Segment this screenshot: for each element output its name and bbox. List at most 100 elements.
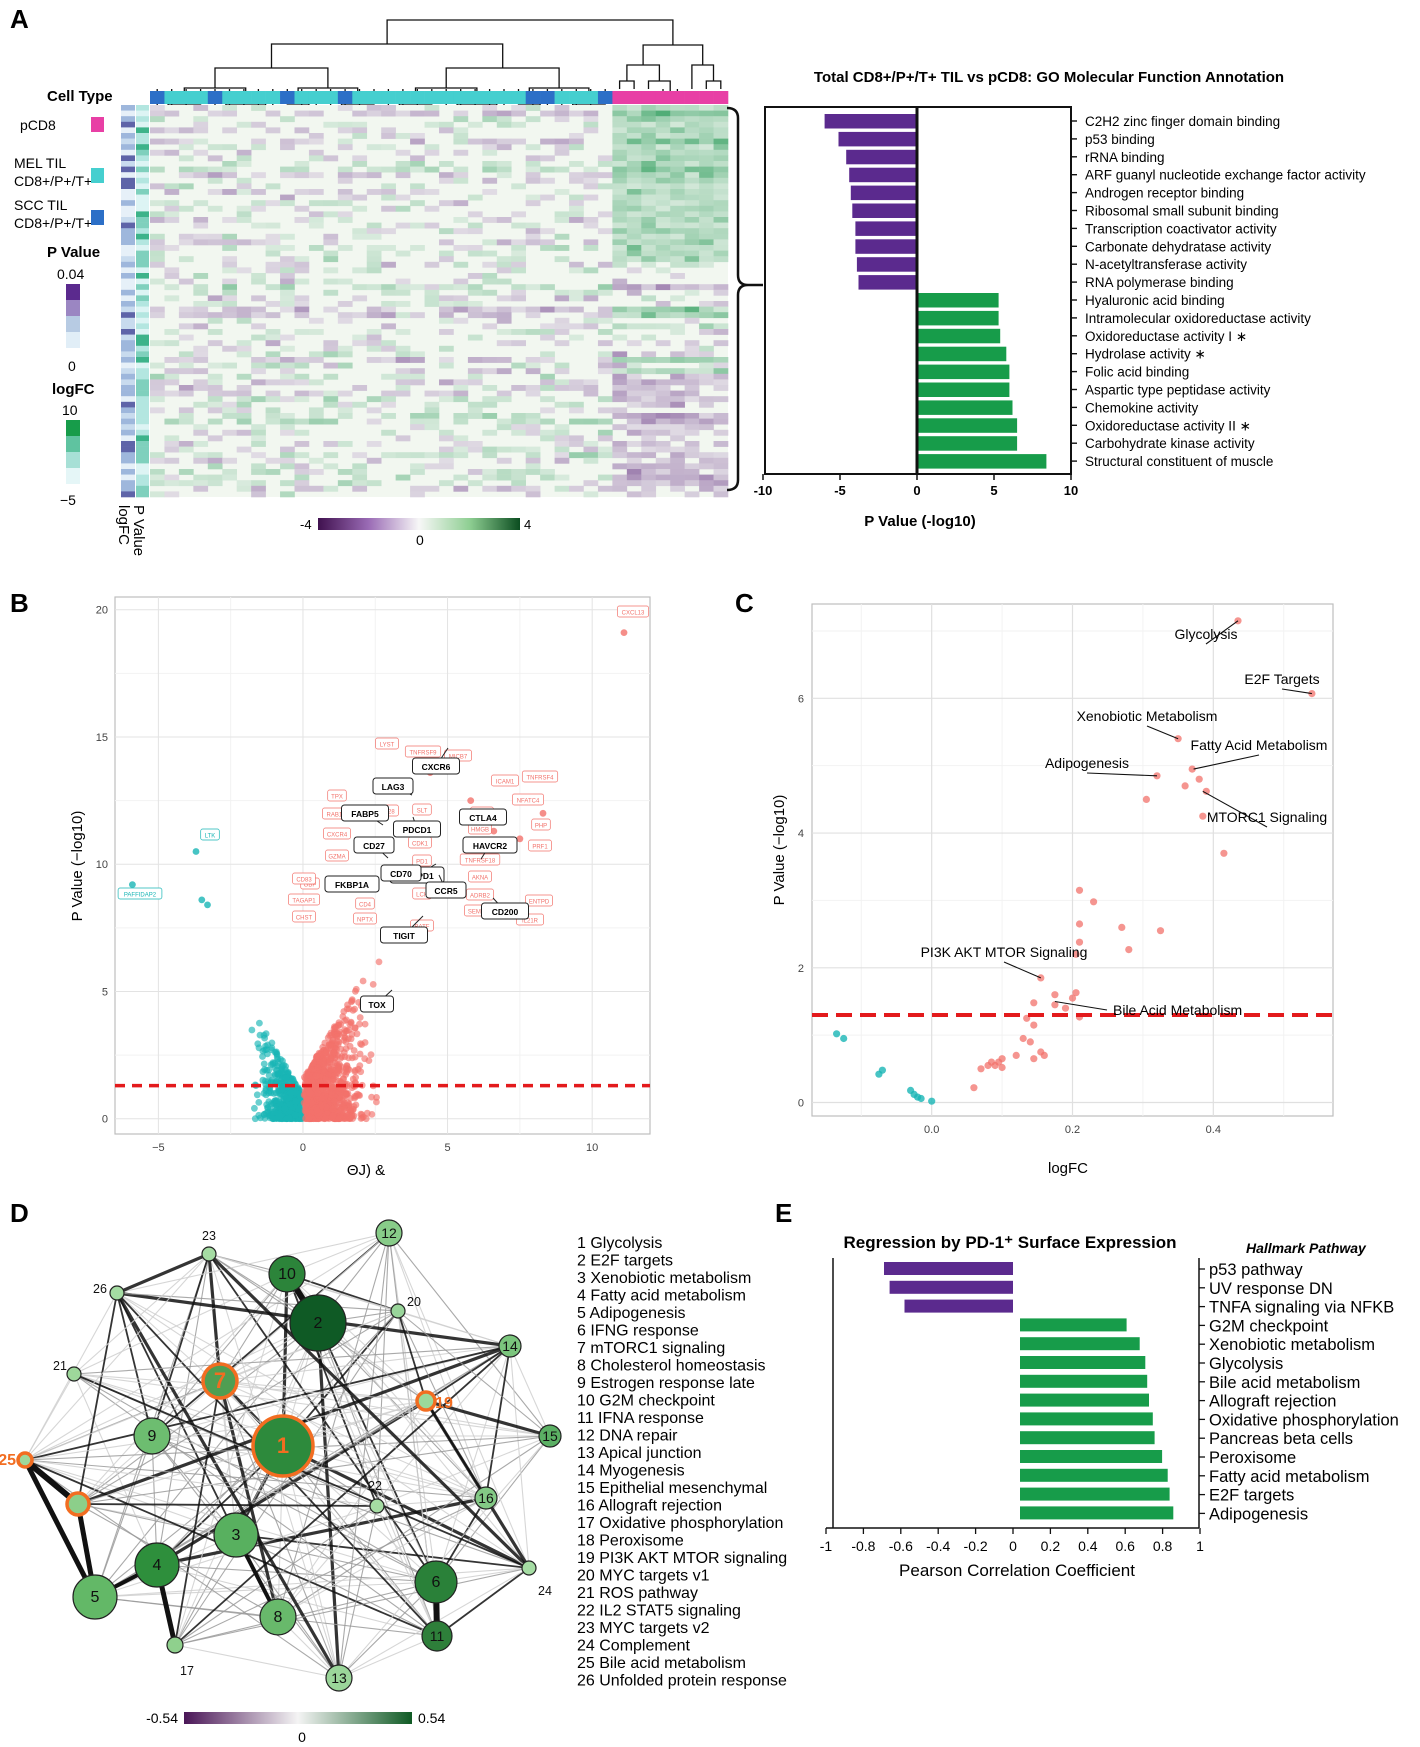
heatmap-cell bbox=[525, 452, 541, 459]
heatmap-cell bbox=[453, 228, 469, 235]
heatmap-cell bbox=[511, 261, 526, 268]
go-category-label: Carbonate dehydratase activity bbox=[1085, 239, 1271, 254]
heatmap-cell bbox=[713, 256, 729, 263]
volcano-point bbox=[349, 1106, 357, 1114]
regression-x-tick-label: 1 bbox=[1196, 1538, 1204, 1554]
network-node bbox=[521, 1560, 537, 1576]
heatmap-cell bbox=[713, 429, 729, 436]
volcano-x-tick-label: 5 bbox=[445, 1142, 451, 1154]
network-edge bbox=[282, 1445, 438, 1637]
hallmark-x-tick-label: 0.2 bbox=[1065, 1124, 1080, 1136]
heatmap-cell bbox=[178, 239, 194, 246]
volcano-gene-label: GZMA bbox=[328, 855, 345, 861]
heatmap-cell bbox=[655, 245, 671, 251]
heatmap-cell bbox=[641, 166, 657, 173]
heatmap-scale-min: -4 bbox=[300, 517, 312, 532]
pvalue-side-cell bbox=[121, 172, 135, 179]
heatmap-cell bbox=[207, 172, 223, 179]
heatmap-cell bbox=[554, 138, 570, 145]
volcano-point bbox=[270, 1108, 278, 1116]
heatmap-cell bbox=[684, 177, 700, 184]
go-bar bbox=[838, 131, 917, 147]
pvalue-side-cell bbox=[121, 446, 135, 453]
heatmap-cell bbox=[366, 345, 382, 352]
logfc-side-cell bbox=[136, 121, 149, 128]
network-legend-item: 14 Myogenesis bbox=[577, 1463, 685, 1480]
network-edge bbox=[151, 1435, 487, 1499]
heatmap-cell bbox=[410, 424, 425, 431]
volcano-gene-box bbox=[200, 828, 220, 841]
heatmap-cell bbox=[569, 194, 584, 201]
heatmap-cell bbox=[626, 121, 642, 128]
volcano-gene-box bbox=[292, 872, 316, 885]
heatmap-cell bbox=[207, 373, 223, 380]
network-edge bbox=[73, 1273, 288, 1375]
logfc-side-cell bbox=[136, 463, 149, 470]
volcano-point bbox=[313, 1053, 321, 1060]
heatmap-cell bbox=[381, 413, 396, 419]
heatmap-cell bbox=[655, 469, 671, 475]
volcano-key-gene-box bbox=[459, 808, 507, 826]
heatmap-cell bbox=[612, 480, 628, 487]
volcano-key-gene-box bbox=[360, 995, 394, 1013]
heatmap-cell bbox=[280, 233, 295, 240]
heatmap-cell bbox=[655, 194, 671, 201]
volcano-point bbox=[256, 1019, 263, 1027]
heatmap-cell bbox=[670, 144, 685, 151]
heatmap-cell bbox=[323, 401, 339, 408]
heatmap-cell bbox=[713, 463, 729, 470]
heatmap-cell bbox=[193, 424, 209, 431]
heatmap-cell bbox=[670, 177, 685, 184]
heatmap-cell bbox=[612, 256, 628, 263]
heatmap-cell bbox=[381, 452, 396, 459]
heatmap-cell bbox=[655, 172, 671, 179]
panel-label-d: D bbox=[10, 1198, 29, 1228]
heatmap-cell bbox=[352, 228, 368, 235]
heatmap-cell bbox=[655, 116, 671, 123]
volcano-point bbox=[263, 1066, 271, 1074]
volcano-gene-box bbox=[353, 912, 377, 925]
heatmap-cell bbox=[366, 144, 382, 151]
network-edge bbox=[151, 1273, 288, 1437]
volcano-gene-label: CDK1 bbox=[412, 842, 429, 848]
heatmap-cell bbox=[655, 189, 671, 195]
heatmap-cell bbox=[150, 379, 165, 386]
heatmap-cell bbox=[670, 424, 685, 431]
heatmap-cell bbox=[251, 452, 266, 459]
heatmap-cell bbox=[699, 133, 714, 139]
heatmap-cell bbox=[308, 407, 324, 414]
heatmap-cell bbox=[424, 205, 440, 212]
heatmap-cell bbox=[280, 306, 295, 313]
network-edge bbox=[317, 1322, 487, 1499]
heatmap-cell bbox=[525, 418, 541, 425]
heatmap-cell bbox=[626, 401, 642, 408]
heatmap-cell bbox=[641, 357, 657, 363]
heatmap-cell bbox=[684, 233, 700, 240]
pvalue-side-cell bbox=[121, 166, 135, 173]
heatmap-cell bbox=[626, 429, 642, 436]
cell-type-segment bbox=[439, 91, 454, 104]
heatmap-cell bbox=[641, 452, 657, 459]
heatmap-cell bbox=[381, 289, 396, 296]
heatmap-cell bbox=[381, 133, 396, 139]
heatmap-cell bbox=[453, 138, 469, 145]
volcano-gene-box bbox=[355, 897, 375, 910]
volcano-point bbox=[351, 1005, 358, 1013]
heatmap-cell bbox=[554, 452, 570, 459]
network-node bbox=[414, 1560, 458, 1604]
heatmap-cell bbox=[410, 485, 425, 492]
heatmap-cell bbox=[511, 362, 526, 369]
heatmap-cell bbox=[713, 289, 729, 296]
heatmap-cell bbox=[641, 133, 657, 139]
heatmap-cell bbox=[294, 217, 310, 223]
heatmap-cell bbox=[410, 491, 425, 498]
heatmap-cell bbox=[164, 205, 180, 212]
heatmap-cell bbox=[193, 200, 209, 207]
pvalue-side-cell bbox=[121, 413, 135, 419]
heatmap-cell bbox=[453, 245, 469, 251]
heatmap-cell bbox=[699, 351, 714, 358]
heatmap-cell bbox=[395, 301, 411, 307]
network-legend-item: 16 Allograft rejection bbox=[577, 1498, 722, 1515]
heatmap-cell bbox=[439, 177, 454, 184]
